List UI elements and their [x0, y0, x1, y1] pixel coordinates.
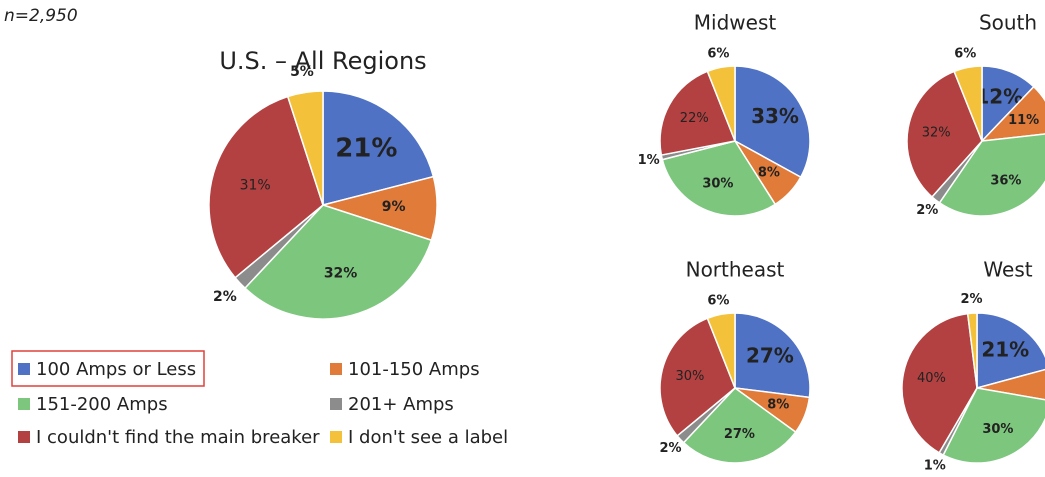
- slice-label: 30%: [676, 369, 705, 384]
- legend-swatch: [330, 431, 342, 443]
- pie-slice: [659, 317, 736, 437]
- pie-slice: [286, 90, 324, 206]
- legend-label: I don't see a label: [348, 427, 508, 448]
- pie-slice: [966, 312, 978, 389]
- slice-label: 22%: [680, 111, 709, 126]
- legend-swatch: [18, 363, 30, 375]
- legend-label: 201+ Amps: [348, 394, 454, 415]
- slice-label: 36%: [990, 173, 1021, 188]
- pie-title: Northeast: [686, 258, 785, 282]
- pie-slice: [706, 312, 736, 389]
- slice-label: 2%: [659, 441, 681, 456]
- legend-swatch: [330, 363, 342, 375]
- slice-label: 1%: [924, 458, 946, 473]
- pie-slice: [938, 133, 1045, 217]
- legend-swatch: [330, 398, 342, 410]
- slice-label: 9%: [382, 199, 406, 215]
- slice-label: 8%: [767, 398, 789, 413]
- subtitle: n=2,950: [4, 6, 78, 26]
- pie-slice: [659, 70, 737, 156]
- pie-slice: [906, 70, 983, 198]
- slice-label: 11%: [1008, 113, 1039, 128]
- legend-swatch: [18, 431, 30, 443]
- slice-label: 30%: [702, 177, 733, 192]
- legend-label: 151-200 Amps: [36, 394, 168, 415]
- pie-slice: [682, 387, 797, 464]
- pie-slice: [734, 312, 811, 399]
- pie-slice: [953, 65, 983, 142]
- slice-label: 12%: [975, 84, 1023, 108]
- slice-label: 32%: [324, 265, 358, 281]
- pie-title: Midwest: [694, 11, 777, 35]
- legend-label: 101-150 Amps: [348, 359, 480, 380]
- pie-slice: [901, 312, 978, 454]
- slice-label: 21%: [981, 338, 1029, 362]
- pie-title: West: [983, 258, 1032, 282]
- pie-slice: [706, 65, 736, 142]
- slice-label: 6%: [707, 294, 729, 309]
- slice-label: 21%: [335, 134, 397, 164]
- slice-label: 31%: [240, 177, 271, 193]
- legend-swatch: [18, 398, 30, 410]
- pie-slice: [980, 85, 1045, 142]
- slice-label: 30%: [982, 422, 1013, 437]
- slice-label: 2%: [960, 292, 982, 307]
- slice-label: 8%: [758, 165, 780, 180]
- slice-label: 32%: [922, 125, 951, 140]
- slice-label: 5%: [290, 64, 314, 80]
- pie-title: South: [979, 11, 1037, 35]
- slice-label: 27%: [746, 344, 794, 368]
- pie-slice: [208, 95, 324, 279]
- pie-slice: [976, 312, 1045, 389]
- slice-label: 2%: [916, 203, 938, 218]
- pie-slice: [942, 387, 1045, 464]
- slice-label: 33%: [751, 104, 799, 128]
- legend-label: 100 Amps or Less: [36, 359, 196, 380]
- legend-label: I couldn't find the main breaker: [36, 427, 320, 448]
- highlight-box: [11, 350, 205, 387]
- pie-slice: [322, 90, 435, 206]
- pie-slice: [661, 140, 777, 217]
- pie-title: U.S. – All Regions: [219, 47, 426, 75]
- slice-label: 2%: [213, 289, 237, 305]
- slice-label: 27%: [724, 427, 755, 442]
- slice-label: 6%: [707, 47, 729, 62]
- pie-slice: [734, 65, 811, 179]
- pie-slice: [243, 204, 433, 320]
- slice-label: 6%: [954, 47, 976, 62]
- slice-label: 40%: [917, 371, 946, 386]
- slice-label: 1%: [638, 153, 660, 168]
- pie-slice: [976, 368, 1045, 401]
